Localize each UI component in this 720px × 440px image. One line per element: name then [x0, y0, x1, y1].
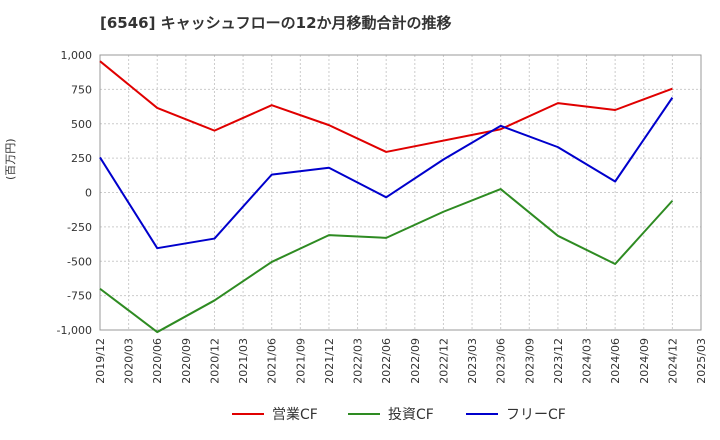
- x-tick-label: 2024/12: [666, 338, 679, 384]
- y-tick-label: -1,000: [57, 324, 92, 337]
- x-tick-label: 2024/06: [609, 338, 622, 384]
- y-tick-label: -750: [67, 290, 92, 303]
- x-tick-label: 2021/06: [266, 338, 279, 384]
- y-tick-label: 250: [71, 152, 92, 165]
- legend-label-1: 営業CF: [272, 407, 318, 423]
- x-tick-label: 2020/09: [180, 338, 193, 384]
- x-tick-label: 2022/12: [437, 338, 450, 384]
- x-tick-label: 2020/12: [208, 338, 221, 384]
- x-tick-label: 2023/03: [466, 338, 479, 384]
- x-tick-label: 2022/06: [380, 338, 393, 384]
- x-tick-label: 2019/12: [94, 338, 107, 384]
- x-tick-label: 2023/06: [495, 338, 508, 384]
- legend-label-3: フリーCF: [506, 407, 566, 423]
- x-tick-label: 2020/03: [123, 338, 136, 384]
- series-line-2: [99, 188, 674, 334]
- y-tick-label: 0: [85, 187, 92, 200]
- x-tick-label: 2023/09: [523, 338, 536, 384]
- x-tick-label: 2022/09: [409, 338, 422, 384]
- x-tick-label: 2021/03: [237, 338, 250, 384]
- x-tick-label: 2022/03: [352, 338, 365, 384]
- x-tick-label: 2024/09: [638, 338, 651, 384]
- y-tick-label: 750: [71, 83, 92, 96]
- x-tick-label: 2020/06: [151, 338, 164, 384]
- x-tick-label: 2025/03: [695, 338, 708, 384]
- series-line-3: [99, 97, 674, 250]
- chart-title: [6546] キャッシュフローの12か月移動合計の推移: [100, 14, 452, 32]
- x-tick-label: 2024/03: [581, 338, 594, 384]
- x-tick-label: 2021/12: [323, 338, 336, 384]
- series-line-1: [99, 60, 673, 153]
- y-tick-label: 500: [71, 118, 92, 131]
- y-tick-label: -250: [67, 221, 92, 234]
- y-tick-label: -500: [67, 255, 92, 268]
- y-tick-label: 1,000: [61, 49, 93, 62]
- legend-label-2: 投資CF: [388, 407, 434, 423]
- plot-frame: [99, 54, 702, 331]
- x-tick-label: 2023/12: [552, 338, 565, 384]
- x-tick-label: 2021/09: [294, 338, 307, 384]
